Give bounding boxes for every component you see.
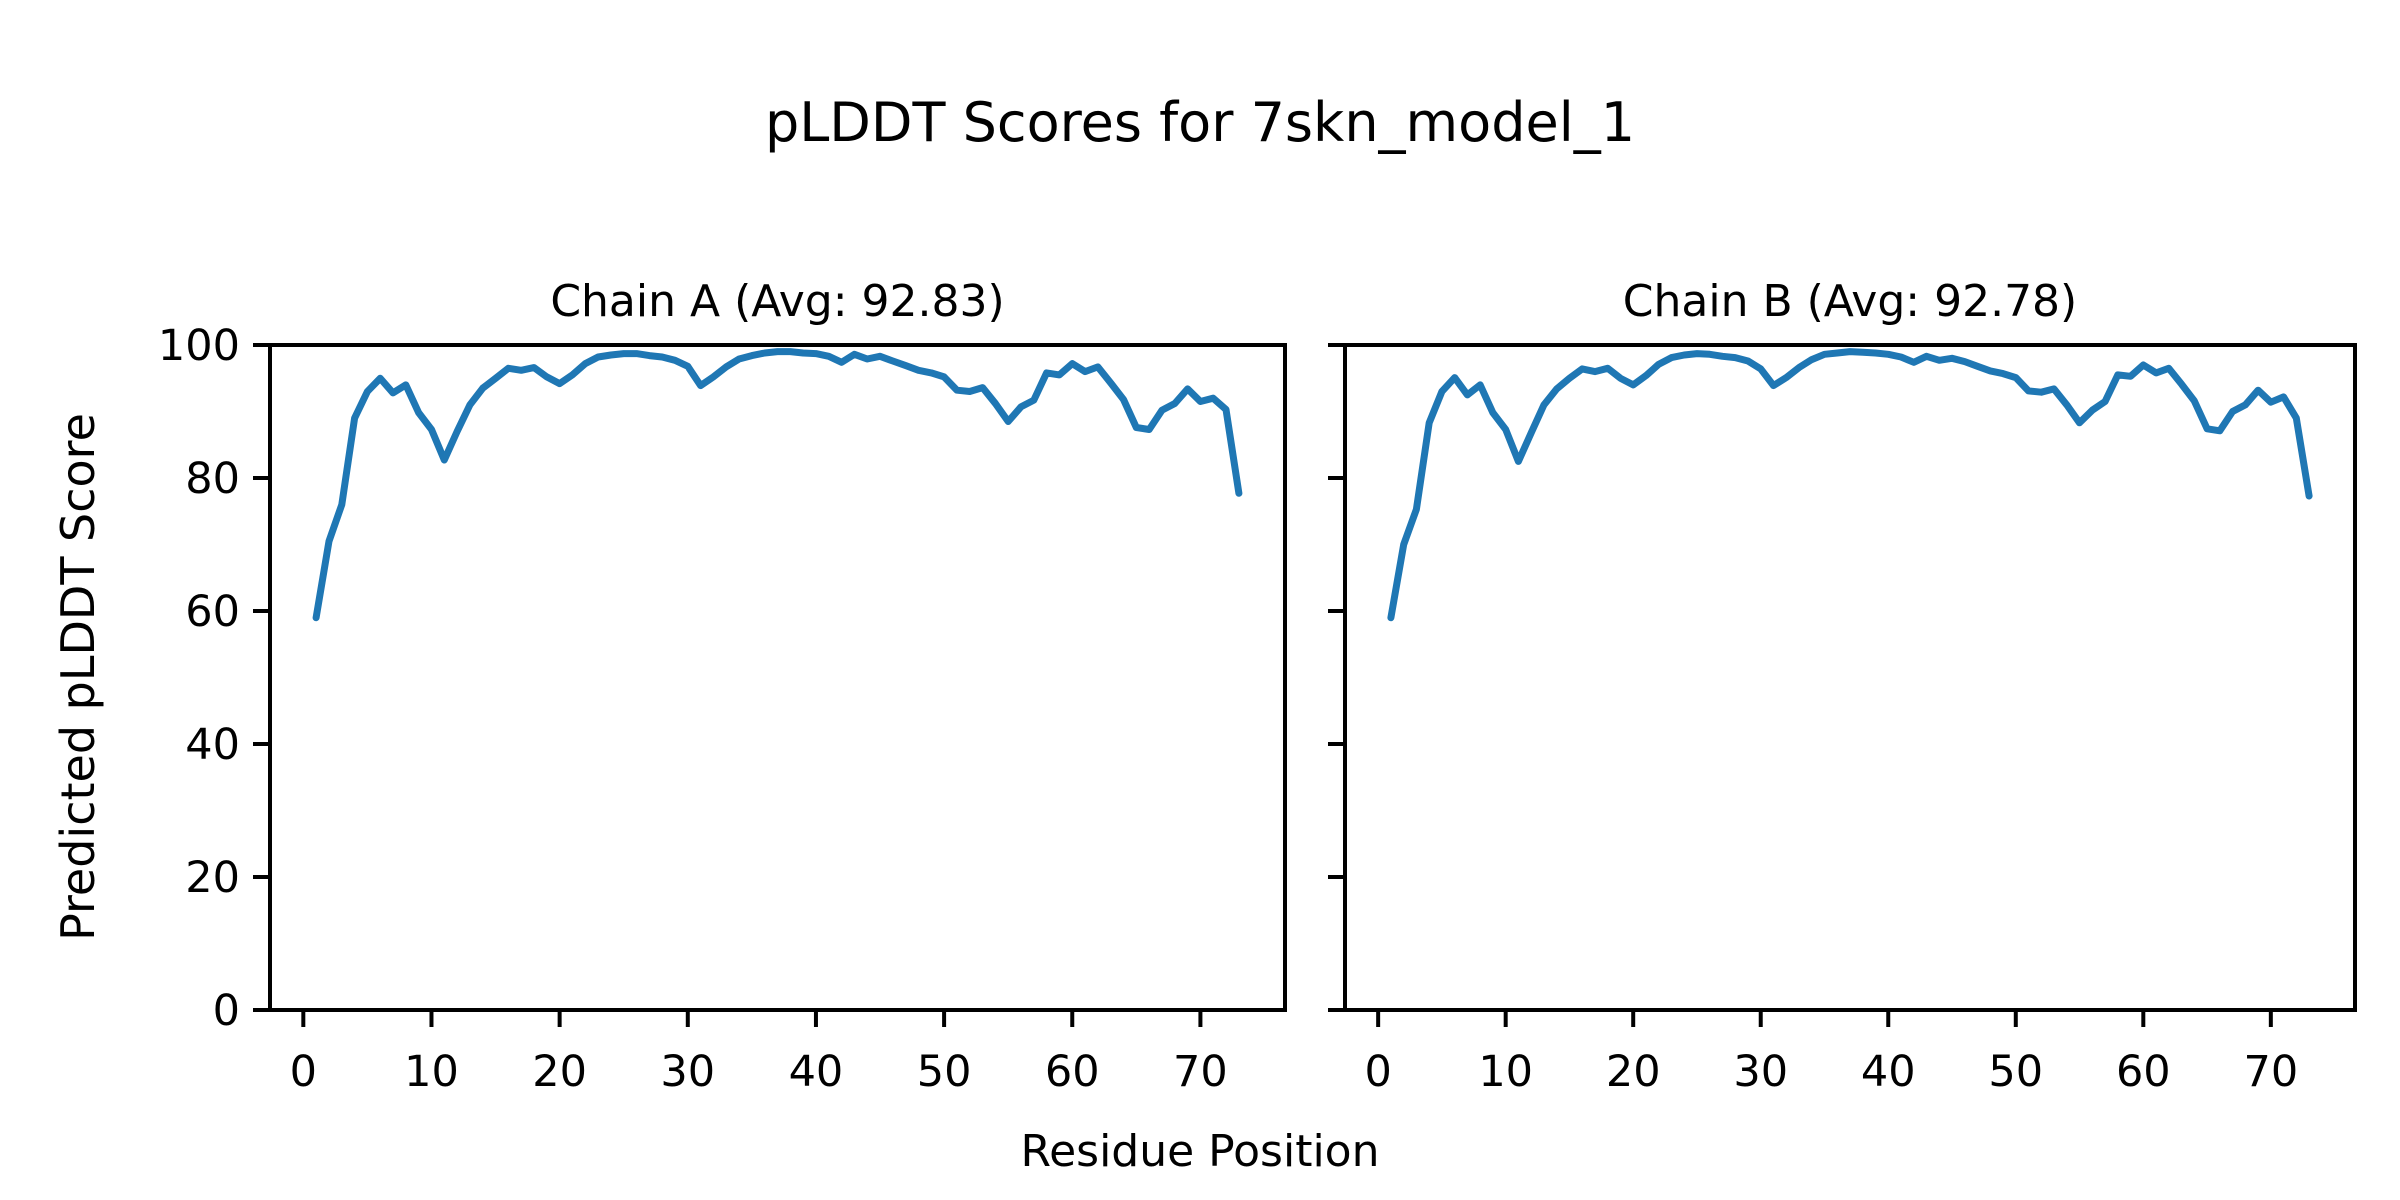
- x-tick-label: 70: [1173, 1047, 1228, 1097]
- y-tick-label: 80: [185, 454, 240, 504]
- x-tick-label: 40: [1861, 1047, 1916, 1097]
- y-tick-label: 40: [185, 720, 240, 770]
- plddt-line-chain-b: [1387, 348, 2313, 622]
- chain-a-plot: 0 10 20 30 40 50 60 70 0 20 40 60 80 100: [158, 321, 1287, 1097]
- x-tick-label: 50: [917, 1047, 972, 1097]
- chain-b-plot: 0 10 20 30 40 50 60 70: [1328, 343, 2357, 1097]
- x-tick-label: 60: [1045, 1047, 1100, 1097]
- x-tick-label: 0: [1364, 1047, 1391, 1097]
- axes-spines: [1343, 343, 2357, 1012]
- chain-b-subplot-title: Chain B (Avg: 92.78): [1622, 276, 2078, 327]
- axes-spines: [268, 343, 1287, 1012]
- x-tick-label: 10: [1478, 1047, 1533, 1097]
- y-tick-label: 60: [185, 587, 240, 637]
- x-axis-label: Residue Position: [1020, 1126, 1380, 1177]
- x-tick-label: 30: [660, 1047, 715, 1097]
- y-tick-label: 100: [158, 321, 240, 371]
- x-tick-label: 50: [1988, 1047, 2043, 1097]
- figure-title: pLDDT Scores for 7skn_model_1: [764, 91, 1636, 154]
- y-tick-label: 20: [185, 853, 240, 903]
- x-tick-label: 0: [290, 1047, 317, 1097]
- plddt-line-chain-a: [312, 348, 1243, 622]
- chain-a-subplot-title: Chain A (Avg: 92.83): [550, 276, 1005, 327]
- y-axis-label: Predicted pLDDT Score: [51, 413, 105, 941]
- x-tick-label: 10: [404, 1047, 459, 1097]
- x-tick-label: 60: [2116, 1047, 2171, 1097]
- x-tick-label: 70: [2243, 1047, 2298, 1097]
- y-tick-label: 0: [213, 986, 240, 1036]
- x-tick-label: 30: [1733, 1047, 1788, 1097]
- x-tick-label: 20: [1606, 1047, 1661, 1097]
- x-tick-label: 40: [789, 1047, 844, 1097]
- x-tick-label: 20: [532, 1047, 587, 1097]
